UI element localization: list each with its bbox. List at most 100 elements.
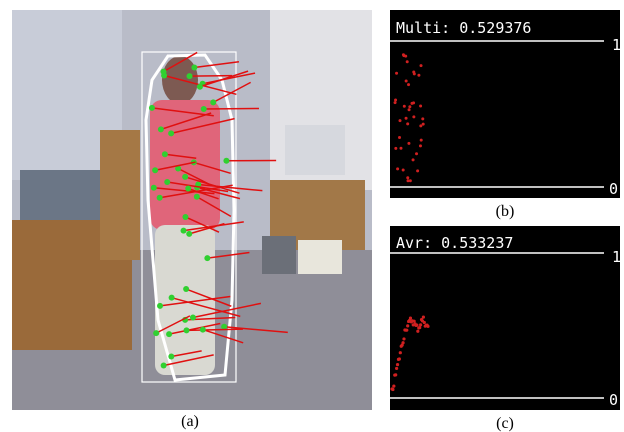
plot-background (390, 10, 620, 198)
point (419, 124, 422, 127)
feature-point (162, 151, 168, 157)
point (415, 324, 418, 327)
point (406, 60, 409, 63)
point (421, 117, 424, 120)
point (405, 80, 408, 83)
point (403, 105, 406, 108)
bottom-label: 0 (609, 391, 618, 409)
feature-point (160, 69, 166, 75)
feature-point (161, 363, 167, 369)
point (420, 139, 423, 142)
point (409, 317, 412, 320)
point (394, 373, 397, 376)
feature-point (210, 99, 216, 105)
feature-point (157, 195, 163, 201)
point (401, 341, 404, 344)
point (391, 388, 394, 391)
plot-title: Multi: 0.529376 (396, 19, 531, 37)
point (413, 72, 416, 75)
point (407, 179, 410, 182)
bin (262, 236, 296, 274)
feature-point (182, 214, 188, 220)
point (394, 98, 397, 101)
feature-point (181, 228, 187, 234)
point (419, 144, 422, 147)
point (398, 357, 401, 360)
point (426, 325, 429, 328)
point (402, 337, 405, 340)
cabinet (100, 130, 140, 260)
point (404, 55, 407, 58)
feature-point (149, 105, 155, 111)
point (402, 168, 405, 171)
plot-title: Avr: 0.533237 (396, 234, 513, 252)
panel-label: (b) (496, 203, 515, 220)
plot-panel: Avr: 0.533237 1 0 (390, 226, 621, 410)
feature-point (169, 295, 175, 301)
point (396, 167, 399, 170)
top-label: 1 (612, 248, 621, 266)
point (405, 117, 408, 120)
feature-point (183, 286, 189, 292)
feature-point (153, 330, 159, 336)
point (416, 169, 419, 172)
feature-point (166, 331, 172, 337)
top-label: 1 (612, 36, 621, 54)
point (395, 72, 398, 75)
feature-point (164, 179, 170, 185)
point (406, 324, 409, 327)
point (416, 330, 419, 333)
point (419, 105, 422, 108)
point (419, 323, 422, 326)
box (298, 240, 342, 274)
point (406, 122, 409, 125)
point (423, 321, 426, 324)
point (394, 147, 397, 150)
feature-point (157, 303, 163, 309)
figure: (a) Multi: 0.529376 1 0 (b) Avr: 0.53323… (0, 0, 624, 432)
feature-point (168, 353, 174, 359)
printer (285, 125, 345, 175)
point (399, 351, 402, 354)
feature-point (204, 255, 210, 261)
feature-point (223, 158, 229, 164)
feature-point (191, 64, 197, 70)
point (412, 115, 415, 118)
panel-label: (c) (496, 415, 514, 432)
point (394, 101, 397, 104)
bottom-label: 0 (609, 180, 618, 198)
torso (150, 100, 220, 230)
photo-panel (12, 10, 372, 410)
feature-point (186, 231, 192, 237)
point (408, 105, 411, 108)
feature-point (194, 194, 200, 200)
point (408, 108, 411, 111)
feature-point (158, 126, 164, 132)
point (407, 142, 410, 145)
feature-point (152, 167, 158, 173)
page: (a) Multi: 0.529376 1 0 (b) Avr: 0.53323… (0, 0, 624, 432)
point (420, 64, 423, 67)
feature-point (187, 73, 193, 79)
point (405, 329, 408, 332)
point (412, 158, 415, 161)
feature-point (185, 186, 191, 192)
plot-panel: Multi: 0.529376 1 0 (390, 10, 621, 198)
point (406, 176, 409, 179)
feature-point (190, 315, 196, 321)
point (407, 83, 410, 86)
feature-point (151, 185, 157, 191)
point (398, 136, 401, 139)
point (399, 119, 402, 122)
point (396, 363, 399, 366)
point (392, 384, 395, 387)
point (399, 147, 402, 150)
point (415, 152, 418, 155)
feature-point (201, 106, 207, 112)
feature-point (184, 327, 190, 333)
feature-point (197, 84, 203, 90)
point (422, 316, 425, 319)
point (395, 367, 398, 370)
feature-point (200, 327, 206, 333)
panel-label: (a) (181, 413, 199, 430)
